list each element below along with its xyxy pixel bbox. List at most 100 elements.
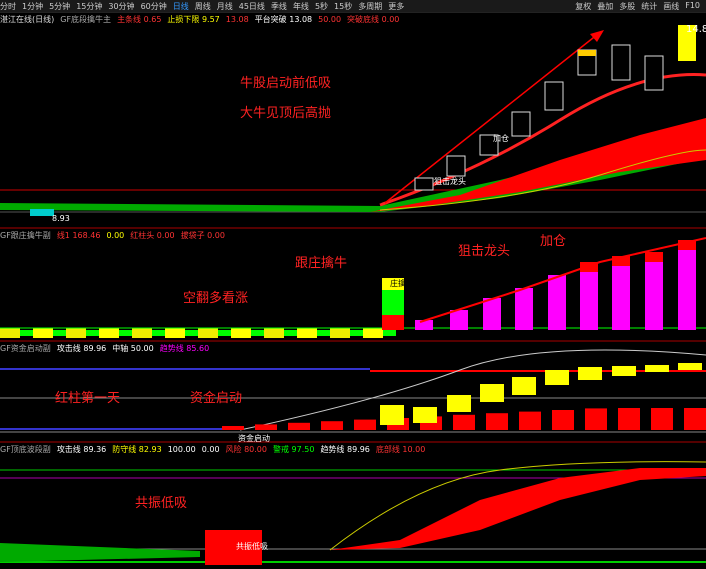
bar — [132, 328, 152, 338]
annotation: 跟庄擒牛 — [295, 256, 348, 271]
tool-button[interactable]: F10 — [685, 0, 700, 10]
bar — [330, 328, 350, 338]
tool-button[interactable]: 画线 — [663, 1, 680, 11]
annotation: 狙击龙头 — [458, 244, 511, 259]
bar — [363, 328, 383, 338]
candle — [511, 111, 531, 137]
period-tab[interactable]: 多周期 — [358, 1, 383, 11]
bar — [447, 395, 471, 412]
block — [30, 209, 54, 216]
arrow-head — [590, 30, 604, 42]
bar — [152, 330, 165, 336]
bar — [251, 330, 264, 336]
mark-label: 14.8 — [686, 24, 706, 35]
bar — [645, 252, 663, 330]
bar — [350, 330, 363, 336]
header-item: 13.08 — [225, 14, 249, 24]
tool-button[interactable]: 多股 — [619, 1, 636, 11]
bar — [284, 330, 297, 336]
bar-top — [645, 252, 663, 262]
bar — [20, 330, 33, 336]
header-item: 拔袋子 0.00 — [180, 230, 225, 240]
ribbon — [330, 468, 706, 550]
bar — [645, 365, 669, 372]
period-tab[interactable]: 15秒 — [334, 1, 353, 11]
annotation: 空翻多看涨 — [183, 291, 249, 306]
period-tab[interactable]: 周线 — [194, 1, 211, 11]
header-item: GF跟庄擒牛副 — [0, 230, 51, 240]
candle — [414, 177, 434, 191]
bar — [165, 328, 185, 338]
annotation: 红柱第一天 — [55, 391, 121, 406]
bar-top — [612, 256, 630, 266]
header-item: 警戒 97.50 — [272, 444, 315, 454]
period-tab[interactable]: 更多 — [388, 1, 405, 11]
candle — [479, 134, 499, 156]
bar — [519, 411, 541, 430]
period-tab[interactable]: 5秒 — [314, 1, 329, 11]
bar — [486, 413, 508, 430]
annotation: 加仓 — [540, 234, 567, 249]
bar — [231, 328, 251, 338]
bar — [548, 275, 566, 330]
mark-label: 狙击龙头 — [434, 177, 466, 186]
bar — [453, 414, 475, 430]
mark-label: 资金启动 — [238, 434, 270, 443]
bar-top — [580, 262, 598, 272]
bar-top — [678, 240, 696, 250]
header-item: 趋势线 89.96 — [320, 444, 370, 454]
header-item: GF资金启动副 — [0, 343, 51, 353]
bar — [545, 370, 569, 385]
trend-curve — [329, 461, 706, 551]
period-tab[interactable]: 5分钟 — [49, 1, 71, 11]
header-item: 平台突破 13.08 — [254, 14, 313, 24]
period-tab[interactable]: 季线 — [270, 1, 287, 11]
period-tab[interactable]: 60分钟 — [140, 1, 167, 11]
header-item: 止损下限 9.57 — [167, 14, 220, 24]
bar — [450, 310, 468, 330]
bar — [354, 419, 376, 430]
bar — [264, 328, 284, 338]
panel-header: GF跟庄擒牛副 线1 168.46 0.00 红柱头 0.00 拔袋子 0.00 — [0, 229, 231, 241]
candle — [678, 25, 696, 61]
candle — [644, 55, 664, 91]
signal-block — [205, 530, 262, 565]
bar — [99, 328, 119, 338]
bar — [198, 328, 218, 338]
period-tab[interactable]: 日线 — [172, 1, 189, 11]
mark-label: 8.93 — [52, 214, 70, 223]
period-tab[interactable]: 45日线 — [238, 1, 265, 11]
period-tab[interactable]: 15分钟 — [76, 1, 103, 11]
bar — [317, 330, 330, 336]
tool-button[interactable]: 叠加 — [597, 1, 614, 11]
bar — [288, 422, 310, 430]
ribbon — [370, 118, 706, 212]
period-tab[interactable]: 年线 — [292, 1, 309, 11]
panel-header: GF顶底波段副 攻击线 89.36 防守线 82.93 100.00 0.00 风险 80… — [0, 443, 431, 455]
candle — [446, 155, 466, 177]
bar — [512, 377, 536, 395]
tool-button[interactable]: 复权 — [575, 1, 592, 11]
header-item: 底部线 10.00 — [375, 444, 426, 454]
period-tab[interactable]: 月线 — [216, 1, 233, 11]
bar — [0, 328, 20, 338]
bar — [552, 410, 574, 430]
bar — [33, 328, 53, 338]
header-item: 50.00 — [318, 14, 342, 24]
header-item: 突破底线 0.00 — [347, 14, 400, 24]
bar — [678, 363, 702, 370]
trend-curve — [419, 237, 706, 323]
toolbar: 分时 1分钟 5分钟 15分钟 30分钟 60分钟 日线 周线 月线 45日线 季线 年线 5秒 15秒多… — [0, 0, 706, 12]
tool-button[interactable]: 统计 — [641, 1, 658, 11]
period-tab[interactable]: 1分钟 — [22, 1, 44, 11]
mark-label: 加仓 — [493, 134, 509, 143]
stack-bar — [382, 315, 404, 330]
bar — [66, 328, 86, 338]
bar — [297, 328, 317, 338]
period-tab[interactable]: 30分钟 — [108, 1, 135, 11]
header-item: 100.00 — [167, 444, 196, 454]
period-tab[interactable]: 分时 — [0, 1, 16, 11]
header-item: 趋势线 85.60 — [159, 343, 210, 353]
ribbon — [0, 543, 200, 562]
